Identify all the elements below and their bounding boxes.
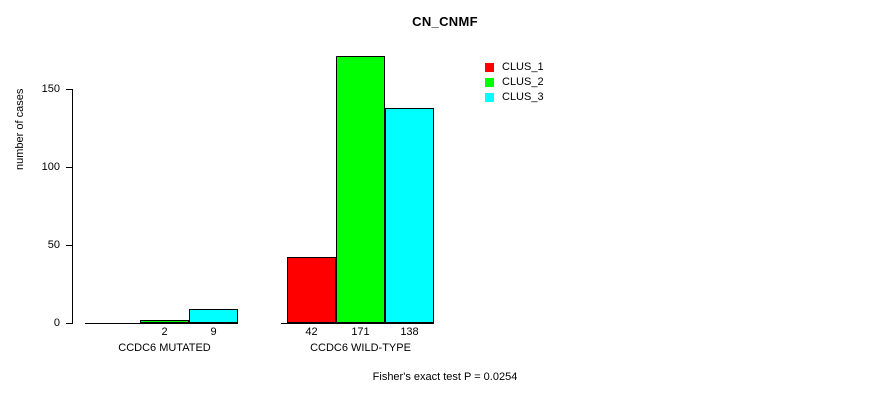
bar-clus_2-2 xyxy=(336,56,385,323)
y-axis-tick xyxy=(66,245,73,246)
legend-item: CLUS_1 xyxy=(484,60,604,75)
legend-item: CLUS_2 xyxy=(484,75,604,90)
bar-value-label: 2 xyxy=(161,326,168,338)
bar-clus_3-2 xyxy=(385,107,434,323)
bar-clus_2-1 xyxy=(140,319,189,323)
plot-panel: number of cases 0 50 100 150 2 9 CCDC6 MUTATE… xyxy=(14,50,462,354)
x-axis-group-label: CCDC6 WILD-TYPE xyxy=(310,342,411,354)
y-axis-tick-label: 0 xyxy=(53,317,60,329)
y-axis-tick xyxy=(66,323,73,324)
bar-value-label: 138 xyxy=(400,326,419,338)
y-axis-tick-label: 50 xyxy=(47,239,60,251)
chart-legend: CLUS_1 CLUS_2 CLUS_3 xyxy=(484,60,604,105)
y-axis-title: number of cases xyxy=(14,88,26,170)
x-axis-baseline xyxy=(281,323,434,324)
x-axis-group-label: CCDC6 MUTATED xyxy=(118,342,211,354)
chart-title: CN_CNMF xyxy=(412,14,478,29)
legend-item-label: CLUS_2 xyxy=(502,76,544,88)
y-axis-tick-label: 100 xyxy=(41,161,60,173)
y-axis-tick xyxy=(66,167,73,168)
bar-clus_1-2 xyxy=(287,257,336,323)
legend-item-label: CLUS_3 xyxy=(502,91,544,103)
bar-clus_3-1 xyxy=(189,308,238,323)
bar-value-label: 171 xyxy=(351,326,370,338)
y-axis-tick xyxy=(66,89,73,90)
bar-value-label: 42 xyxy=(305,326,318,338)
legend-color-swatch xyxy=(484,62,495,73)
legend-color-swatch xyxy=(484,92,495,103)
y-axis-tick-label: 150 xyxy=(41,83,60,95)
legend-item-label: CLUS_1 xyxy=(502,61,544,73)
statistical-annotation: Fisher's exact test P = 0.0254 xyxy=(372,371,518,383)
y-axis-line xyxy=(72,89,73,323)
x-axis-baseline xyxy=(85,323,238,324)
legend-item: CLUS_3 xyxy=(484,90,604,105)
bar-value-label: 9 xyxy=(210,326,217,338)
legend-color-swatch xyxy=(484,77,495,88)
bars-layer xyxy=(62,50,462,323)
